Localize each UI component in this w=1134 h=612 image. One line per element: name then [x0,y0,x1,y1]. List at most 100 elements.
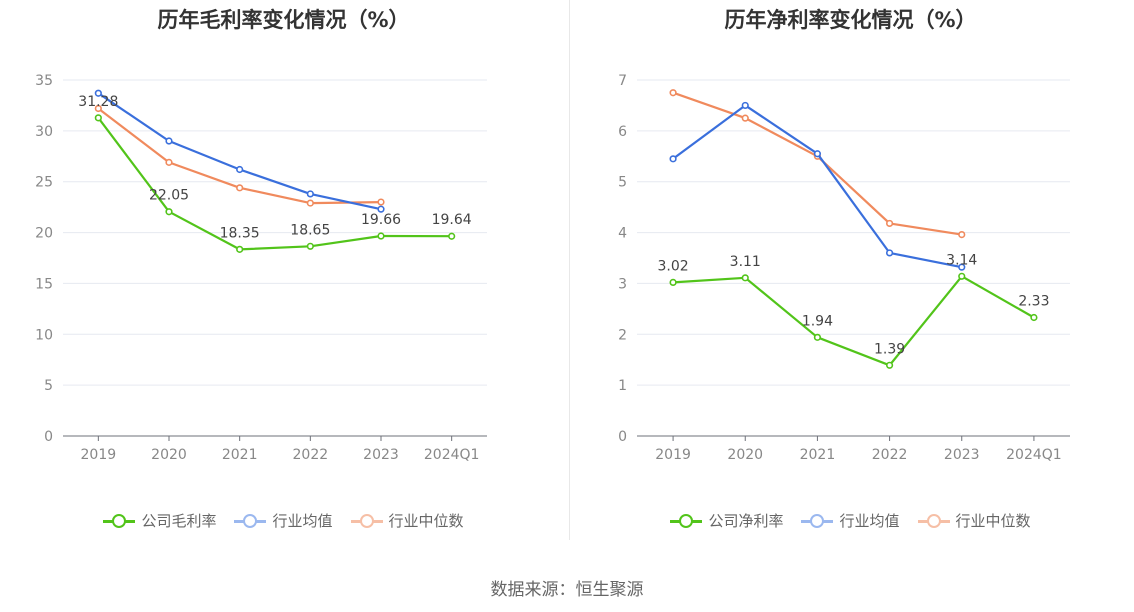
legend-label: 行业均值 [272,512,333,530]
legend-label: 行业中位数 [955,512,1031,530]
x-tick-label: 2024Q1 [424,447,480,463]
y-tick-label: 35 [35,73,53,89]
data-point [94,104,102,113]
data-point [306,242,314,250]
data-point [958,231,966,239]
legend-label: 行业中位数 [388,512,464,530]
data-point [813,150,822,158]
data-label: 19.64 [432,212,472,228]
data-point [885,249,894,257]
x-tick-label: 2021 [800,447,836,463]
y-tick-label: 25 [35,175,53,191]
x-tick-label: 2023 [944,447,980,463]
x-tick-label: 2019 [655,447,691,463]
data-label: 2.33 [1018,294,1049,310]
legend: 公司毛利率 行业均值 行业中位数 [0,510,567,531]
y-tick-label: 10 [35,327,53,343]
x-tick-label: 2020 [727,447,763,463]
data-label: 3.14 [946,252,977,268]
legend-item-company[interactable]: 公司毛利率 [103,510,216,531]
data-point [669,278,677,287]
x-tick-label: 2022 [872,447,908,463]
legend-swatch-icon [234,513,267,528]
data-point [669,89,677,97]
y-tick-label: 7 [618,73,627,89]
chart-title: 历年毛利率变化情况（%） [157,8,410,32]
legend-swatch-icon [917,513,950,528]
data-point [377,232,385,240]
y-tick-label: 15 [35,276,53,292]
legend-swatch-icon [350,513,383,528]
legend-label: 公司净利率 [708,512,784,530]
data-label: 22.05 [149,188,189,204]
legend-label: 公司毛利率 [141,512,217,530]
x-tick-label: 2019 [81,447,117,463]
net-margin-chart: 历年净利率变化情况（%） 0 1 2 3 4 5 6 7 2019 2020 2021 2022 202… [567,0,1134,560]
data-point [306,190,314,198]
series-line [672,104,963,269]
legend-item-industry-average[interactable]: 行业均值 [801,510,900,531]
y-tick-label: 5 [44,378,53,394]
legend-item-industry-median[interactable]: 行业中位数 [350,510,464,531]
data-point [885,361,894,369]
data-point [165,158,173,166]
data-point [741,274,749,282]
data-point [448,232,456,240]
x-tick-label: 2021 [222,447,258,463]
legend-swatch-icon [103,513,136,528]
data-point [813,333,822,341]
net-margin-plot: 0 1 2 3 4 5 6 7 2019 2020 2021 2022 2023 2024Q1 3.02 3.… [618,73,1070,463]
y-tick-label: 5 [618,175,627,191]
x-tick-label: 2024Q1 [1006,447,1062,463]
data-point [236,245,244,253]
y-tick-label: 20 [35,226,53,242]
data-point [377,205,385,213]
series-line [97,92,382,211]
data-point [741,114,749,122]
legend: 公司净利率 行业均值 行业中位数 [567,510,1134,531]
data-label: 1.94 [802,313,833,329]
legend-label: 行业均值 [839,512,900,530]
data-source: 数据来源：恒生聚源 [490,580,644,600]
data-point [885,219,894,228]
data-label: 31.28 [78,94,118,110]
x-tick-label: 2022 [293,447,329,463]
y-tick-label: 2 [618,327,627,343]
y-tick-label: 4 [618,226,627,242]
gross-margin-plot: 0 5 10 15 20 25 30 35 2019 2020 2021 2022 2023 2024Q1… [35,73,487,463]
data-point [958,263,966,271]
data-point [165,137,173,145]
data-point [741,101,749,110]
panel-divider [569,0,570,540]
y-tick-label: 30 [35,124,53,140]
data-point [94,89,102,97]
data-point [377,198,385,206]
y-tick-label: 3 [618,276,627,292]
y-tick-label: 1 [618,378,627,394]
y-tick-label: 0 [618,429,627,445]
data-point [236,165,244,174]
legend-item-company[interactable]: 公司净利率 [670,510,783,531]
data-point [958,272,966,280]
chart-title: 历年净利率变化情况（%） [724,8,977,32]
data-point [236,184,244,192]
data-point [669,155,677,163]
data-point [1030,313,1038,322]
data-label: 18.65 [290,222,330,238]
legend-item-industry-median[interactable]: 行业中位数 [917,510,1031,531]
data-label: 1.39 [874,341,905,357]
y-tick-label: 0 [44,429,53,445]
series-line [672,91,962,236]
data-label: 19.66 [361,212,401,228]
data-label: 3.02 [657,258,688,274]
data-label: 3.11 [730,254,761,270]
series-line [673,275,1035,367]
legend-swatch-icon [670,513,703,528]
legend-item-industry-average[interactable]: 行业均值 [234,510,333,531]
data-point [306,199,314,207]
x-tick-label: 2023 [363,447,399,463]
gross-margin-chart: 历年毛利率变化情况（%） 0 5 10 15 20 25 30 35 2019 2020 2021 2… [0,0,567,560]
series-line [97,117,452,251]
y-tick-label: 6 [618,124,627,140]
x-tick-label: 2020 [151,447,187,463]
